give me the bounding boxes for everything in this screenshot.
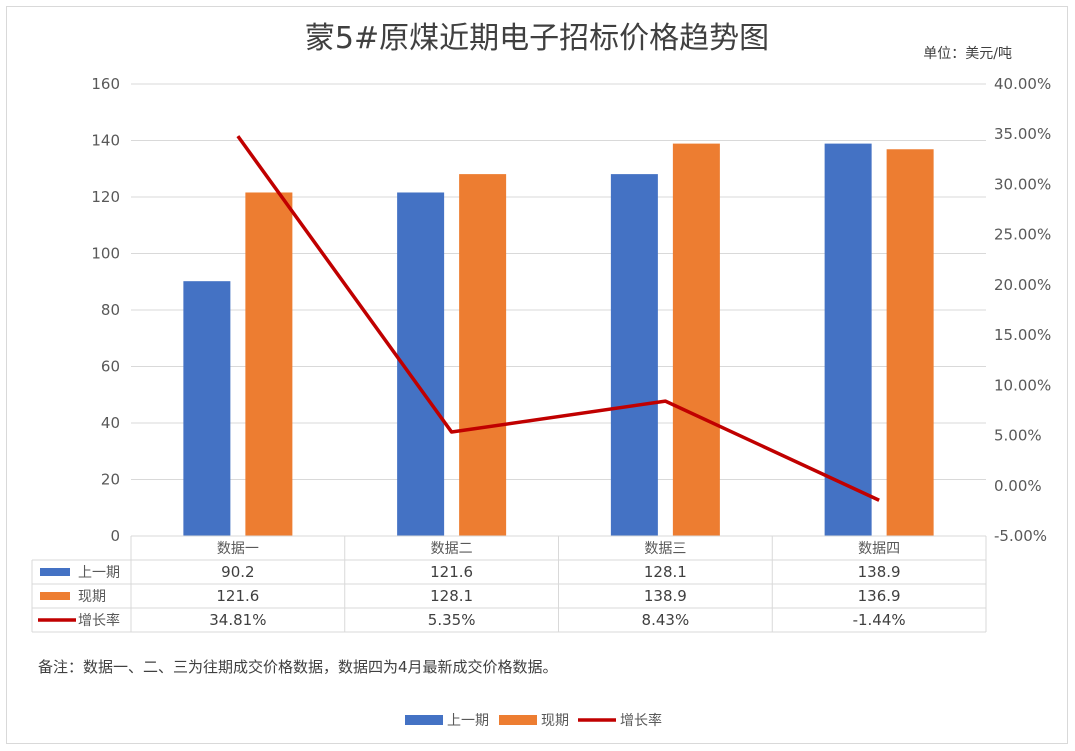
right-tick-label: 25.00% <box>994 226 1051 244</box>
left-tick-label: 120 <box>91 188 120 206</box>
right-tick-label: 30.00% <box>994 175 1051 193</box>
right-tick-label: 35.00% <box>994 125 1051 143</box>
table-cell: 128.1 <box>644 563 687 581</box>
bar-curr <box>886 149 934 536</box>
chart-note: 备注：数据一、二、三为往期成交价格数据，数据四为4月最新成交价格数据。 <box>38 658 558 676</box>
left-axis-ticks: 0 20 40 60 80 100 120 140 160 <box>91 75 120 545</box>
right-tick-label: 20.00% <box>994 276 1051 294</box>
table-cell: 128.1 <box>430 587 473 605</box>
chart-title: 蒙5#原煤近期电子招标价格趋势图 <box>305 21 769 56</box>
table-cell: 8.43% <box>642 611 690 629</box>
table-cell: 5.35% <box>428 611 476 629</box>
rate-line <box>236 135 880 502</box>
table-series-name: 现期 <box>78 589 106 605</box>
table-cell: 136.9 <box>858 587 901 605</box>
right-axis-ticks: -5.00% 0.00% 5.00% 10.00% 15.00% 20.00% 25.00%… <box>994 75 1051 545</box>
legend-label: 增长率 <box>620 712 662 729</box>
table-series-name: 上一期 <box>78 565 120 581</box>
legend-key <box>499 715 537 725</box>
legend-label: 上一期 <box>447 713 489 729</box>
table-cell: -1.44% <box>853 611 906 629</box>
category-label: 数据一 <box>217 541 259 557</box>
category-label: 数据三 <box>644 541 686 557</box>
left-tick-label: 60 <box>101 358 120 376</box>
table-legend-key <box>40 592 70 600</box>
left-tick-label: 20 <box>101 471 120 489</box>
bar-curr <box>245 192 293 537</box>
bar-curr <box>672 143 720 537</box>
right-tick-label: 0.00% <box>994 477 1042 495</box>
right-tick-label: 15.00% <box>994 326 1051 344</box>
unit-label: 单位：美元/吨 <box>923 46 1012 62</box>
table-legend-key <box>40 568 70 576</box>
bar-prev <box>824 143 872 537</box>
category-label: 数据二 <box>431 541 473 557</box>
rate-line-group <box>236 135 880 502</box>
table-cell: 138.9 <box>858 563 901 581</box>
left-tick-label: 0 <box>110 527 120 545</box>
right-tick-label: 40.00% <box>994 75 1051 93</box>
bars <box>183 143 934 537</box>
left-tick-label: 40 <box>101 414 120 432</box>
right-tick-label: 10.00% <box>994 376 1051 394</box>
right-tick-label: 5.00% <box>994 427 1042 445</box>
bar-prev <box>397 192 445 537</box>
table-cell: 138.9 <box>644 587 687 605</box>
category-label: 数据四 <box>858 541 900 557</box>
table-cell: 121.6 <box>216 587 259 605</box>
left-tick-label: 80 <box>101 301 120 319</box>
left-tick-label: 160 <box>91 75 120 93</box>
table-series-name: 增长率 <box>78 612 120 629</box>
bar-prev <box>610 174 658 536</box>
table-cell: 34.81% <box>209 611 266 629</box>
bar-curr <box>459 174 507 536</box>
legend-label: 现期 <box>541 713 569 729</box>
legend: 上一期 现期 增长率 <box>405 712 662 729</box>
bar-prev <box>183 281 231 536</box>
table-cell: 121.6 <box>430 563 473 581</box>
left-tick-label: 100 <box>91 245 120 263</box>
left-tick-label: 140 <box>91 132 120 150</box>
legend-key <box>405 715 443 725</box>
right-tick-label: -5.00% <box>994 527 1047 545</box>
table-cell: 90.2 <box>221 563 254 581</box>
